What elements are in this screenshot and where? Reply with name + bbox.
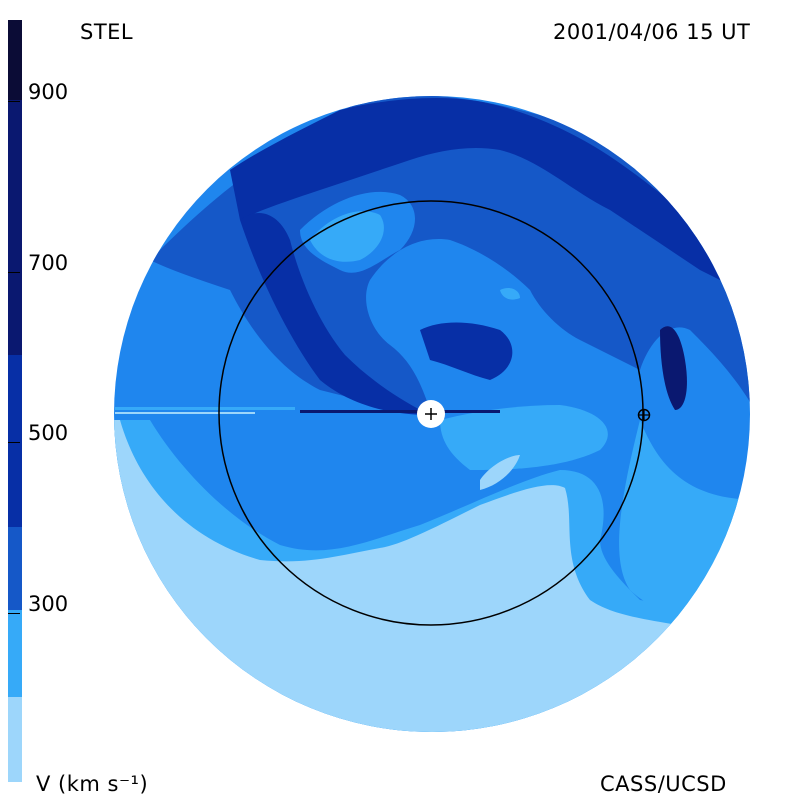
units-label: V (km s⁻¹) — [36, 772, 149, 796]
contour-darker-center — [420, 322, 513, 380]
colorbar-band-1 — [8, 20, 22, 100]
contour-center-light — [440, 405, 608, 470]
contour-light-patch — [310, 211, 384, 262]
contour-darkest-right — [660, 326, 687, 410]
velocity-colorbar — [8, 20, 22, 782]
colorbar-label-500: 500 — [28, 421, 69, 445]
earth-icon — [637, 408, 651, 422]
data-gap-streaks — [115, 407, 500, 414]
colorbar-band-4 — [8, 527, 22, 610]
contour-small-patch — [500, 287, 520, 300]
contour-lightest — [114, 420, 750, 732]
colorbar-band-2 — [8, 100, 22, 355]
earth-orbit-circle — [218, 200, 644, 626]
colorbar-label-300: 300 — [28, 592, 69, 616]
colorbar-band-5 — [8, 610, 22, 697]
map-title: STEL — [80, 20, 134, 44]
contour-darker-top — [230, 98, 750, 300]
colorbar-band-6 — [8, 697, 22, 782]
colorbar-tick-300 — [8, 613, 20, 614]
colorbar-band-3 — [8, 355, 22, 527]
sun-icon — [417, 400, 445, 428]
colorbar-tick-500 — [8, 442, 20, 443]
credit-label: CASS/UCSD — [600, 772, 727, 796]
map-timestamp: 2001/04/06 15 UT — [553, 20, 751, 44]
colorbar-label-700: 700 — [28, 251, 69, 275]
contour-darker-swirl — [240, 212, 430, 415]
contour-center-lightest — [480, 455, 520, 490]
colorbar-label-900: 900 — [28, 80, 69, 104]
colorbar-tick-900 — [8, 101, 20, 102]
colorbar-tick-700 — [8, 272, 20, 273]
